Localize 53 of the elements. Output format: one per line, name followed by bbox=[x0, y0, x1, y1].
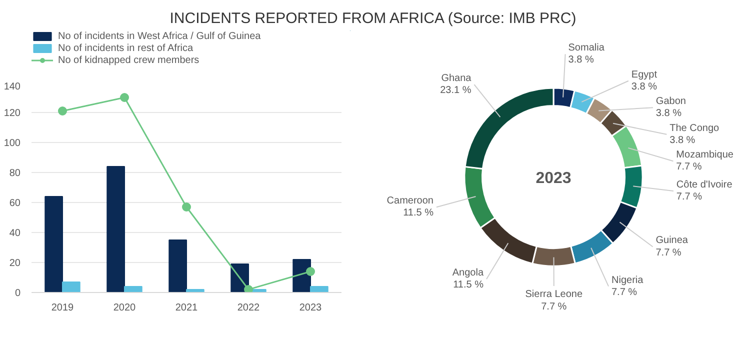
data-label: 7.7 % bbox=[676, 162, 702, 173]
text: INCIDENTS REPORTED FROM AFRICA (Source: IMB PRC) bbox=[170, 9, 576, 29]
x-tick-label: 2023 bbox=[299, 302, 322, 314]
bar bbox=[310, 286, 328, 292]
x-tick-label: 2019 bbox=[51, 302, 74, 314]
x-tick-label: 2021 bbox=[175, 302, 198, 314]
y-tick-label: 100 bbox=[4, 138, 21, 149]
data-label: 3.8 % bbox=[631, 81, 658, 92]
slice-label: Guinea bbox=[656, 235, 688, 246]
y-tick-label: 80 bbox=[9, 168, 21, 179]
slice-label: Somalia bbox=[568, 42, 605, 54]
data-label: 3.8 % bbox=[670, 134, 696, 146]
x-tick-label: 2020 bbox=[113, 302, 136, 314]
slice-label: Mozambique bbox=[676, 150, 734, 161]
point bbox=[306, 267, 315, 276]
point bbox=[182, 202, 191, 212]
y-tick-label: 20 bbox=[9, 258, 21, 269]
slice-label: Côte d'Ivoire bbox=[676, 179, 733, 190]
data-label: 11.5 % bbox=[453, 280, 484, 291]
point bbox=[120, 93, 129, 102]
slice-label: Gabon bbox=[656, 96, 686, 108]
data-label: 23.1 % bbox=[440, 85, 472, 96]
data-label: 7.7 % bbox=[612, 286, 638, 298]
data-label: 7.7 % bbox=[656, 247, 682, 258]
data-label: 3.8 % bbox=[656, 108, 682, 120]
point bbox=[244, 285, 253, 292]
data-label: 7.7 % bbox=[541, 301, 567, 312]
point bbox=[58, 106, 67, 116]
x-tick-label: 2022 bbox=[237, 302, 260, 314]
slice-label: Cameroon bbox=[386, 196, 434, 207]
bar bbox=[106, 166, 125, 292]
bar bbox=[168, 240, 187, 292]
y-tick-label: 120 bbox=[4, 108, 21, 119]
y-tick-label: 0 bbox=[14, 288, 21, 299]
slice-label: Angola bbox=[452, 268, 484, 279]
bar bbox=[124, 286, 142, 292]
slice-label: Sierra Leone bbox=[525, 289, 583, 300]
slice-label: The Congo bbox=[670, 122, 720, 134]
bar bbox=[44, 196, 63, 292]
data-label: 11.5 % bbox=[403, 208, 434, 219]
y-tick-label: 140 bbox=[4, 82, 21, 92]
slice-label: Nigeria bbox=[612, 274, 644, 286]
y-tick-label: 40 bbox=[9, 228, 21, 239]
legend-label: No of incidents in West Africa / Gulf of Guinea bbox=[58, 30, 261, 42]
legend-label: No of kidnapped crew members bbox=[58, 54, 200, 66]
slice-label: Egypt bbox=[631, 69, 658, 80]
bar bbox=[62, 282, 80, 292]
data-label: 3.8 % bbox=[568, 54, 594, 66]
slice-label: Ghana bbox=[441, 73, 472, 84]
data-label: 7.7 % bbox=[676, 192, 702, 203]
text: 2023 bbox=[536, 170, 572, 188]
legend-label: No of incidents in rest of Africa bbox=[58, 42, 194, 54]
y-tick-label: 60 bbox=[9, 198, 21, 209]
